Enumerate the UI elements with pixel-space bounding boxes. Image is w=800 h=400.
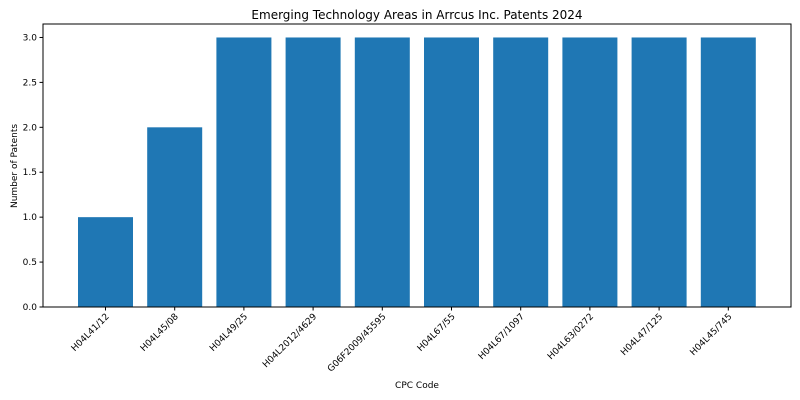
bar bbox=[493, 37, 548, 307]
bar bbox=[286, 37, 341, 307]
x-axis-label: CPC Code bbox=[395, 381, 439, 391]
x-tick-label: H04L45/745 bbox=[689, 312, 735, 358]
y-axis-label: Number of Patents bbox=[10, 124, 20, 208]
x-tick-label: H04L67/1097 bbox=[477, 312, 527, 362]
x-tick-label: G06F2009/45595 bbox=[326, 312, 388, 374]
bar bbox=[701, 37, 756, 307]
y-tick-label: 1.0 bbox=[23, 213, 38, 223]
x-tick-label: H04L67/55 bbox=[416, 312, 458, 354]
y-tick-label: 2.5 bbox=[23, 78, 37, 88]
y-tick-label: 0.0 bbox=[23, 303, 38, 313]
bar bbox=[355, 37, 410, 307]
bar bbox=[562, 37, 617, 307]
bar bbox=[632, 37, 687, 307]
x-tick-label: H04L41/12 bbox=[70, 312, 112, 354]
x-tick-label: H04L63/0272 bbox=[546, 312, 596, 362]
y-tick-label: 2.0 bbox=[23, 123, 38, 133]
y-tick-label: 1.5 bbox=[23, 168, 37, 178]
x-tick-label: H04L49/25 bbox=[208, 312, 250, 354]
x-axis-ticks: H04L41/12 H04L45/08 H04L49/25 H04L2012/4629… bbox=[70, 307, 735, 374]
bars-group bbox=[78, 37, 756, 307]
y-tick-label: 0.5 bbox=[23, 258, 37, 268]
x-tick-label: H04L2012/4629 bbox=[261, 312, 319, 370]
bar bbox=[147, 127, 202, 307]
y-tick-label: 3.0 bbox=[23, 33, 38, 43]
y-axis-ticks: 0.0 0.5 1.0 1.5 2.0 2.5 3.0 bbox=[23, 33, 43, 313]
bar bbox=[424, 37, 479, 307]
chart-title: Emerging Technology Areas in Arrcus Inc.… bbox=[251, 8, 582, 22]
bar bbox=[78, 217, 133, 307]
x-tick-label: H04L45/08 bbox=[139, 312, 181, 354]
bar bbox=[216, 37, 271, 307]
x-tick-label: H04L47/125 bbox=[619, 312, 665, 358]
